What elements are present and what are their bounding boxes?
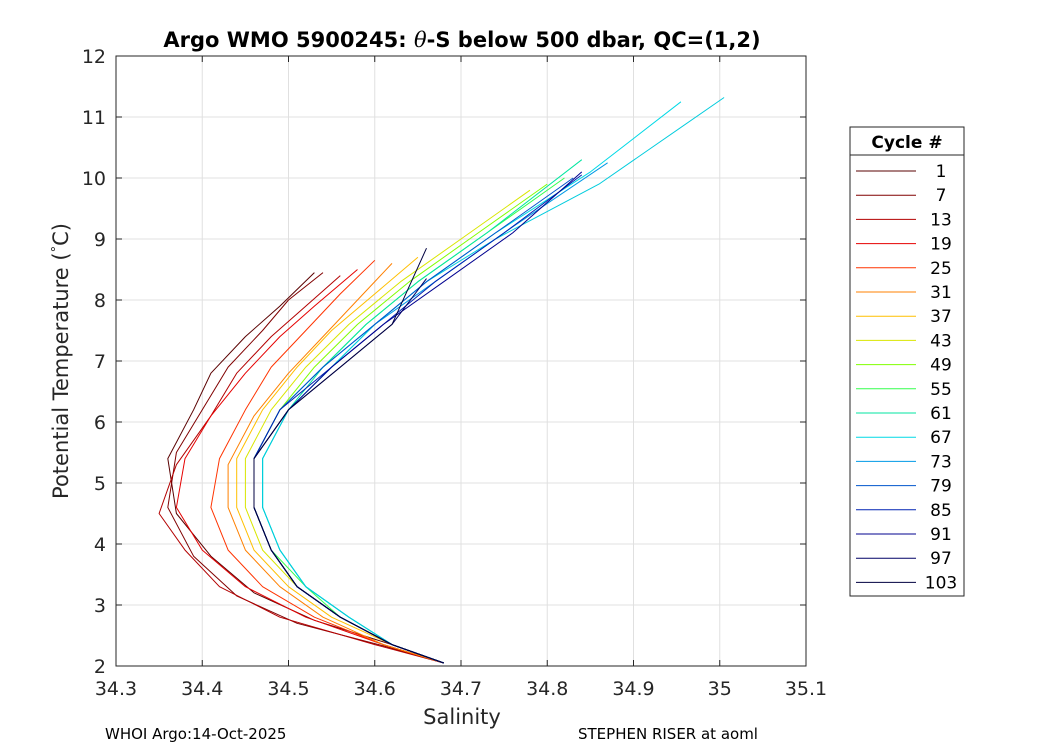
series-line-3: [175, 269, 444, 664]
legend-entry-label: 85: [930, 501, 952, 521]
y-axis-label-unit: C): [49, 223, 73, 246]
legend-entry-label: 37: [930, 307, 952, 327]
series-line-16: [253, 171, 583, 664]
chart-title-suffix: -S below 500 dbar, QC=(1,2): [427, 28, 761, 52]
x-tick-label: 34.8: [526, 678, 568, 700]
legend-entry-label: 49: [930, 356, 952, 376]
legend-entry-label: 73: [930, 452, 952, 472]
chart-title-theta: θ: [414, 28, 427, 52]
x-axis-label: Salinity: [423, 705, 501, 729]
series-line-6: [236, 256, 444, 664]
y-tick-label: 11: [82, 107, 106, 129]
legend-entry-label: 97: [930, 549, 952, 569]
series-line-4: [210, 259, 444, 664]
y-tick-label: 5: [94, 473, 106, 495]
series-line-15: [253, 174, 583, 664]
legend-entry-label: 67: [930, 428, 952, 448]
series-line-2: [158, 275, 444, 664]
y-tick-label: 4: [94, 534, 106, 556]
series-group: [158, 97, 725, 664]
series-line-12: [262, 97, 725, 664]
y-tick-label: 6: [94, 412, 106, 434]
x-tick-label: 34.7: [440, 678, 482, 700]
legend-entry-label: 25: [930, 259, 952, 279]
legend-entry-label: 31: [930, 283, 952, 303]
x-tick-label: 34.3: [95, 678, 137, 700]
series-line-8: [253, 183, 548, 664]
y-axis-label-degree: °: [50, 246, 65, 253]
x-tick-label: 34.5: [267, 678, 309, 700]
footer-right: STEPHEN RISER at aoml: [578, 725, 758, 743]
series-line-1: [167, 272, 444, 664]
series-line-9: [253, 177, 565, 664]
legend-entry-label: 7: [936, 186, 947, 206]
y-tick-label: 8: [94, 290, 106, 312]
y-tick-label: 7: [94, 351, 106, 373]
x-tick-label: 34.6: [354, 678, 396, 700]
y-ticks: 2 3 4 5 6 7 8 9 10 11 12: [82, 46, 806, 678]
legend-box: [849, 126, 965, 597]
series-line-18: [253, 247, 444, 664]
y-tick-label: 10: [82, 168, 106, 190]
y-tick-label: 12: [82, 46, 106, 68]
x-tick-label: 34.4: [181, 678, 223, 700]
x-ticks: 34.3 34.4 34.5 34.6 34.7 34.8 34.9 35 35.1: [95, 56, 827, 700]
x-tick-label: 35: [708, 678, 732, 700]
y-tick-label: 2: [94, 656, 106, 678]
legend-entry-label: 55: [930, 380, 952, 400]
y-axis-label: Potential Temperature (°C): [49, 223, 73, 499]
legend-entry-label: 1: [936, 162, 947, 182]
chart-title: Argo WMO 5900245: θ-S below 500 dbar, QC…: [163, 28, 760, 52]
legend-entry-label: 13: [930, 210, 952, 230]
grid: [115, 55, 807, 667]
legend-entry-label: 79: [930, 477, 952, 497]
footer-left: WHOI Argo:14-Oct-2025: [105, 725, 287, 743]
legend: Cycle # 1 7 13 19 25 31 37 43 49 55 61 67 73 79 85 91 97…: [849, 126, 965, 597]
x-tick-label: 34.9: [612, 678, 654, 700]
series-line-10: [262, 159, 583, 664]
legend-entry-label: 91: [930, 525, 952, 545]
legend-entry-label: 43: [930, 331, 952, 351]
series-line-5: [227, 263, 444, 664]
y-axis-label-main: Potential Temperature (: [49, 252, 73, 499]
legend-entries: 1 7 13 19 25 31 37 43 49 55 61 67 73 79 85 91 97 103: [856, 162, 957, 593]
series-line-11: [262, 101, 682, 664]
x-tick-label: 35.1: [785, 678, 827, 700]
y-tick-label: 3: [94, 595, 106, 617]
legend-entry-label: 61: [930, 404, 952, 424]
y-tick-label: 9: [94, 229, 106, 251]
legend-title: Cycle #: [871, 133, 942, 153]
legend-entry-label: 103: [925, 573, 957, 593]
legend-entry-label: 19: [930, 235, 952, 255]
chart-title-prefix: Argo WMO 5900245:: [163, 28, 414, 52]
